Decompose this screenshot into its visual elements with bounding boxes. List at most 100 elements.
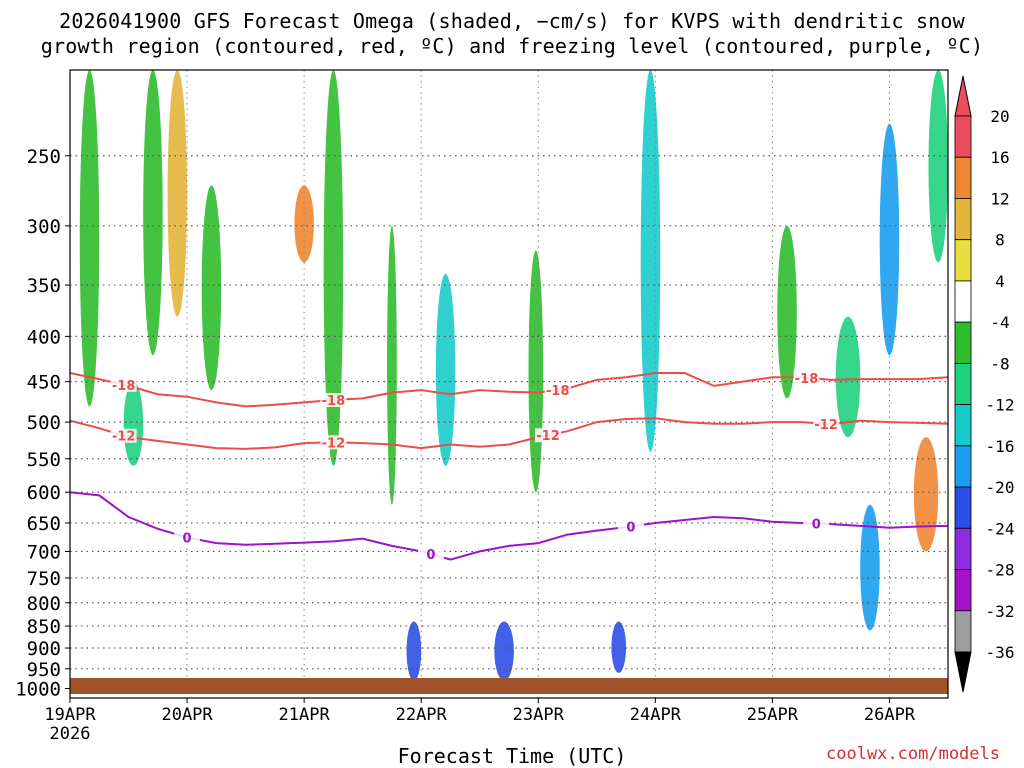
y-tick-label-550: 550	[27, 449, 61, 471]
contour-label-bg	[535, 428, 562, 443]
contour-label-bg	[803, 516, 830, 531]
x-tick-label-21APR: 21APR	[279, 705, 331, 725]
y-tick-label-450: 450	[27, 372, 61, 394]
y-tick-label-1000: 1000	[15, 679, 61, 701]
contour-label--18: -18	[112, 379, 136, 394]
contour-label-bg	[320, 435, 347, 450]
omega-feature-11	[528, 250, 544, 493]
colorbar-swatch-2	[954, 198, 972, 241]
colorbar-swatch-6	[954, 362, 972, 406]
colorbar-swatch-9	[954, 486, 972, 529]
colorbar-label--4: -4	[990, 313, 1009, 332]
contour-label-bg	[544, 382, 571, 397]
y-tick-label-650: 650	[27, 513, 61, 535]
colorbar-swatch-12	[954, 610, 972, 653]
omega-feature-13	[640, 70, 661, 452]
x-tick-label-19APR: 19APR	[44, 705, 96, 725]
x-tick-label-26APR: 26APR	[864, 705, 916, 725]
x-tick-label-25APR: 25APR	[747, 705, 799, 725]
contour-label-bg	[417, 547, 444, 562]
chart-title-line-1: 2026041900 GFS Forecast Omega (shaded, −…	[59, 9, 965, 33]
colorbar-bottom-arrow	[954, 651, 972, 693]
colorbar-label--12: -12	[986, 396, 1015, 415]
omega-feature-17	[879, 123, 900, 356]
x-axis-label: Forecast Time (UTC)	[397, 744, 627, 768]
x-tick-label-20APR: 20APR	[161, 705, 213, 725]
contour-label-bg	[617, 519, 644, 534]
omega-feature-14	[777, 225, 797, 399]
omega-feature-7	[387, 225, 397, 505]
contour-label-0: 0	[812, 518, 821, 533]
colorbar-label-20: 20	[990, 107, 1009, 126]
y-tick-label-300: 300	[27, 216, 61, 238]
y-tick-label-700: 700	[27, 541, 61, 563]
contour-label-bg	[813, 417, 840, 432]
y-tick-label-900: 900	[27, 638, 61, 660]
omega-feature-18	[913, 437, 939, 552]
x-axis-ticks: 19APR 20APR 21APR 22APR 23APR 24APR 25APR 26APR…	[44, 698, 916, 744]
omega-feature-10	[494, 621, 514, 681]
colorbar-top-arrow	[954, 75, 972, 117]
colorbar-swatch-1	[954, 156, 972, 199]
chart-title-line-2: growth region (contoured, red, ºC) and f…	[40, 34, 984, 58]
x-tick-label-23APR: 23APR	[513, 705, 565, 725]
contour-label--18: -18	[322, 394, 346, 409]
contour-label--18: -18	[795, 372, 819, 387]
colorbar-swatch-5	[954, 321, 972, 364]
omega-feature-9	[435, 273, 456, 466]
omega-feature-2	[143, 70, 163, 356]
colorbar-label--20: -20	[986, 478, 1015, 497]
contour-label--12: -12	[112, 430, 136, 445]
contour--12	[69, 417, 949, 450]
colorbar-label--8: -8	[990, 354, 1009, 373]
colorbar-swatch-0	[954, 115, 972, 158]
y-tick-label-850: 850	[27, 616, 61, 638]
omega-feature-19	[928, 70, 948, 263]
y-tick-label-500: 500	[27, 412, 61, 434]
colorbar-swatch-10	[954, 527, 972, 570]
contour-0	[69, 491, 949, 561]
plot-frame	[69, 69, 949, 699]
terrain-ground-band	[70, 678, 948, 694]
colorbar-swatch-3	[954, 239, 972, 282]
colorbar-label-16: 16	[990, 148, 1009, 167]
contour-label-bg	[110, 377, 137, 392]
contour-label-0: 0	[626, 520, 635, 535]
omega-shading-layer	[79, 69, 948, 681]
colorbar-swatch-4	[954, 280, 972, 323]
contour-label--12: -12	[322, 436, 346, 451]
colorbar-label-12: 12	[990, 189, 1009, 208]
contour-label-bg	[110, 428, 137, 443]
colorbar-swatch-11	[954, 569, 972, 612]
colorbar-swatch-8	[954, 445, 972, 488]
contour-label--12: -12	[536, 429, 560, 444]
y-axis-ticks: 2503003504004505005506006507007508008509…	[15, 146, 70, 701]
omega-feature-1	[123, 381, 144, 466]
colorbar-legend: 20 16 12 8 4 -4 -8 -12 -16 -20 -24 -28 -32 -36	[954, 75, 1015, 693]
contour-lines: -18 -18 -18 -18 -12 -12 -12 -12 0 0 0 0	[69, 370, 949, 563]
omega-feature-12	[611, 621, 627, 673]
colorbar-label-4: 4	[995, 272, 1005, 291]
contour-label-bg	[793, 370, 820, 385]
omega-feature-16	[860, 504, 880, 631]
y-tick-label-350: 350	[27, 275, 61, 297]
contour-label-0: 0	[183, 531, 192, 546]
omega-feature-6	[323, 70, 344, 466]
contour-label-bg	[174, 530, 201, 545]
contour-label-bg	[320, 392, 347, 407]
colorbar-label--32: -32	[986, 602, 1015, 621]
y-tick-label-750: 750	[27, 568, 61, 590]
y-tick-label-400: 400	[27, 326, 61, 348]
colorbar-label-8: 8	[995, 231, 1005, 250]
x-tick-label-24APR: 24APR	[630, 705, 682, 725]
credit-text: coolwx.com/models	[826, 744, 1000, 764]
y-tick-label-950: 950	[27, 659, 61, 681]
contour-label--12: -12	[814, 418, 838, 433]
omega-feature-4	[201, 185, 222, 391]
contour-label--18: -18	[546, 384, 570, 399]
x-tick-year: 2026	[50, 724, 91, 744]
omega-feature-5	[294, 185, 314, 263]
contour-label-0: 0	[426, 548, 435, 563]
omega-feature-8	[406, 621, 422, 681]
